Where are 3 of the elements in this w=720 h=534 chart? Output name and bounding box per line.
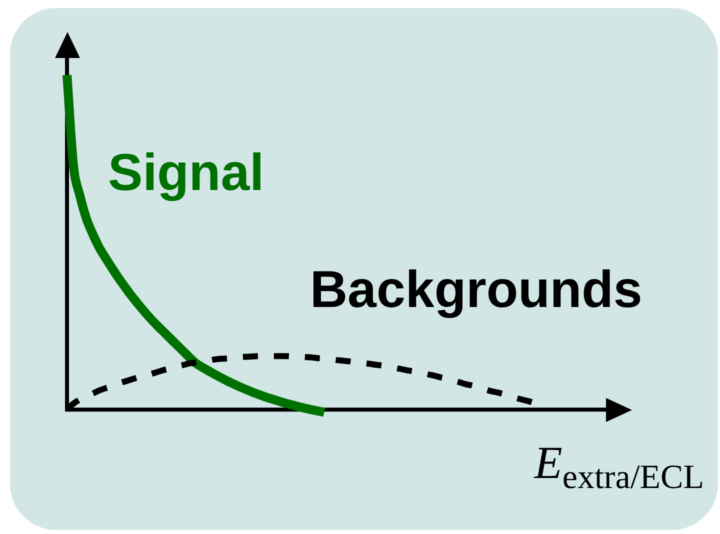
- series-label: Signal: [108, 144, 264, 202]
- x-axis-title: E$_{extra/ECL}$: [534, 437, 704, 496]
- series-label: Backgrounds: [310, 260, 642, 319]
